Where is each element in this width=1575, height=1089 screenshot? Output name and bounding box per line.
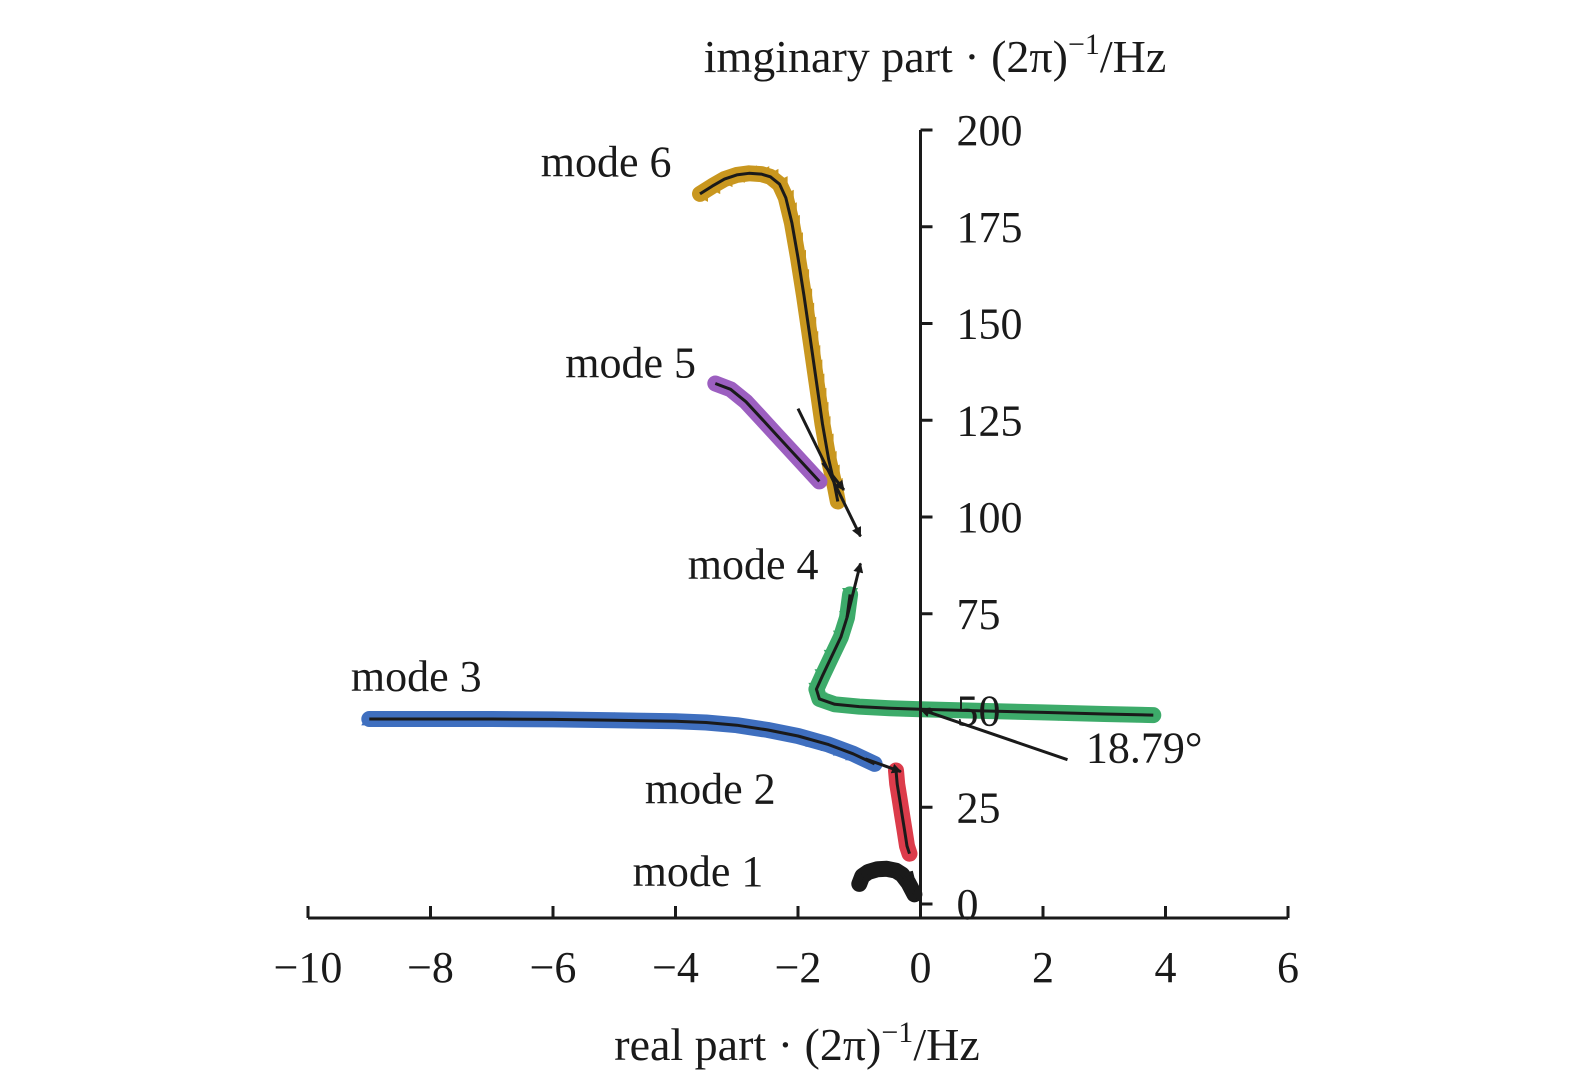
y-axis-title-superscript: −1 [1068,28,1100,61]
mode-label: mode 1 [633,847,764,896]
mode-label: mode 5 [565,339,696,388]
x-tick-label: −8 [407,943,454,992]
x-tick-label: 4 [1155,943,1177,992]
series-line [714,382,821,483]
mode-label: mode 6 [541,137,672,186]
y-tick-label: 125 [957,396,1023,445]
y-axis-title-main: imginary part · (2π) [704,31,1068,82]
direction-arrow [821,461,846,491]
y-tick-label: 150 [957,300,1023,349]
series-mode-1 [851,860,923,903]
y-ticks: 0 25 50 75 100 125 150 175 200 [920,106,1023,929]
direction-arrow [909,870,922,902]
x-tick-label: 6 [1277,943,1299,992]
x-axis-title-unit: /Hz [913,1019,979,1070]
label-layer: mode 6 mode 5 mode 4 mode 3 mode 2 mode 1 18.7… [351,137,1203,895]
x-axis-title: real part · (2π)−1/Hz [614,1016,979,1070]
x-tick-label: −6 [530,943,577,992]
mode-label: mode 3 [351,652,482,701]
x-ticks: −10 −8 −6 −4 −2 0 2 4 6 [274,906,1299,992]
direction-arrow [864,757,902,774]
y-axis-title: imginary part · (2π)−1/Hz [704,28,1167,82]
angle-annotation: 18.79° [1086,724,1203,773]
series-mode-5 [707,375,828,490]
y-axis-title-unit: /Hz [1100,31,1166,82]
series-line [814,594,1154,717]
direction-arrow [845,562,864,618]
arrow-layer [796,407,922,902]
series-line [369,717,876,766]
series-line [699,171,840,502]
series-mode-3 [361,711,883,772]
x-tick-label: 2 [1032,943,1054,992]
series-line [894,770,911,855]
series-mode-6 [692,165,846,510]
y-tick-label: 50 [957,687,1001,736]
x-tick-label: 0 [910,943,932,992]
series-markers [888,763,915,854]
y-tick-label: 100 [957,493,1023,542]
mode-label: mode 2 [645,764,776,813]
y-tick-label: 0 [957,880,979,929]
y-tick-label: 25 [957,783,1001,832]
x-axis-title-superscript: −1 [881,1016,913,1049]
y-tick-label: 175 [957,203,1023,252]
series-line [857,867,916,895]
series-layer [361,165,1162,903]
series-mode-2 [888,762,918,862]
mode-label: mode 4 [688,540,819,589]
y-tick-label: 200 [957,106,1023,155]
angle-annotation-arrow [919,707,1068,762]
x-tick-label: −2 [775,943,822,992]
data-point [361,711,378,726]
y-tick-label: 75 [957,590,1001,639]
series-mode-4 [808,586,1162,724]
x-tick-label: −4 [652,943,699,992]
x-tick-label: −10 [274,943,343,992]
x-axis-title-main: real part · (2π) [614,1019,881,1070]
